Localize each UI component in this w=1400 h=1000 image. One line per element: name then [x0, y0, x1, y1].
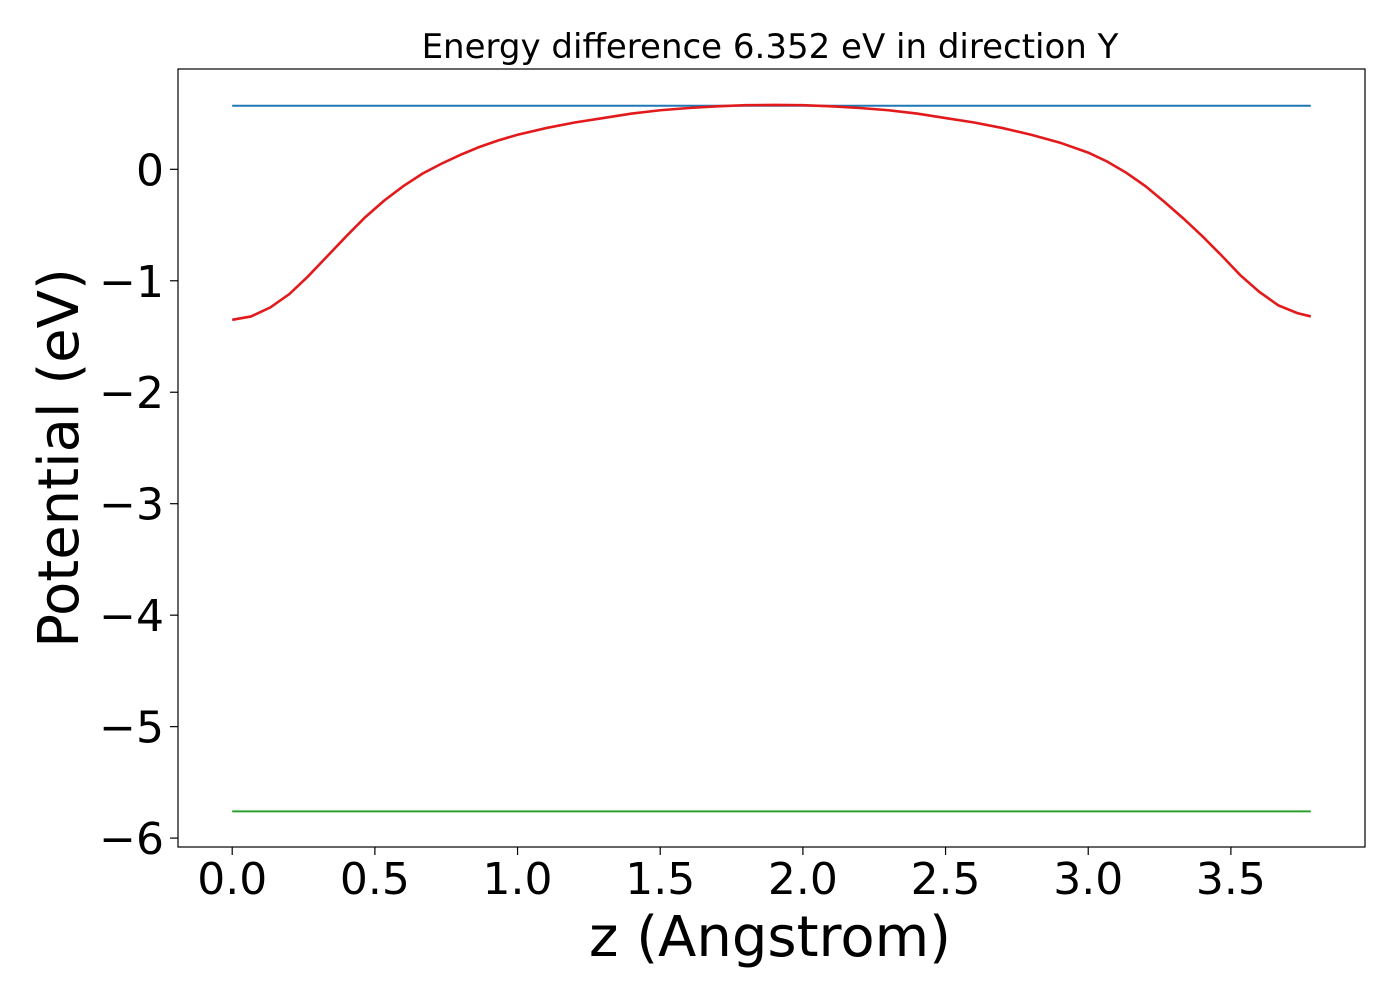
x-tick-label: 3.5: [1196, 854, 1266, 905]
y-axis-ticks: 0 −1 −2 −3 −4 −5 −6: [99, 145, 178, 865]
y-tick-label: −6: [99, 814, 164, 865]
x-tick-label: 0.0: [197, 854, 267, 905]
x-tick-label: 0.5: [340, 854, 410, 905]
x-tick-label: 3.0: [1053, 854, 1123, 905]
y-tick-label: −4: [99, 591, 164, 642]
x-tick-label: 2.0: [768, 854, 838, 905]
x-tick-label: 2.5: [911, 854, 981, 905]
y-tick-label: −1: [99, 257, 164, 308]
y-tick-label: −5: [99, 703, 164, 754]
plot-area: [231, 103, 1312, 813]
series-line-3: [231, 103, 1312, 322]
x-axis-ticks: 0.0 0.5 1.0 1.5 2.0 2.5 3.0 3.5: [197, 847, 1266, 905]
y-axis-label: Potential (eV): [27, 268, 92, 648]
y-tick-label: −3: [99, 480, 164, 531]
y-tick-label: −2: [99, 368, 164, 419]
x-axis-label: z (Angstrom): [589, 905, 951, 970]
plot-frame: [177, 68, 1366, 848]
y-tick-label: 0: [136, 145, 164, 196]
chart-title: Energy difference 6.352 eV in direction …: [422, 27, 1119, 67]
x-tick-label: 1.5: [625, 854, 695, 905]
x-tick-label: 1.0: [483, 854, 553, 905]
